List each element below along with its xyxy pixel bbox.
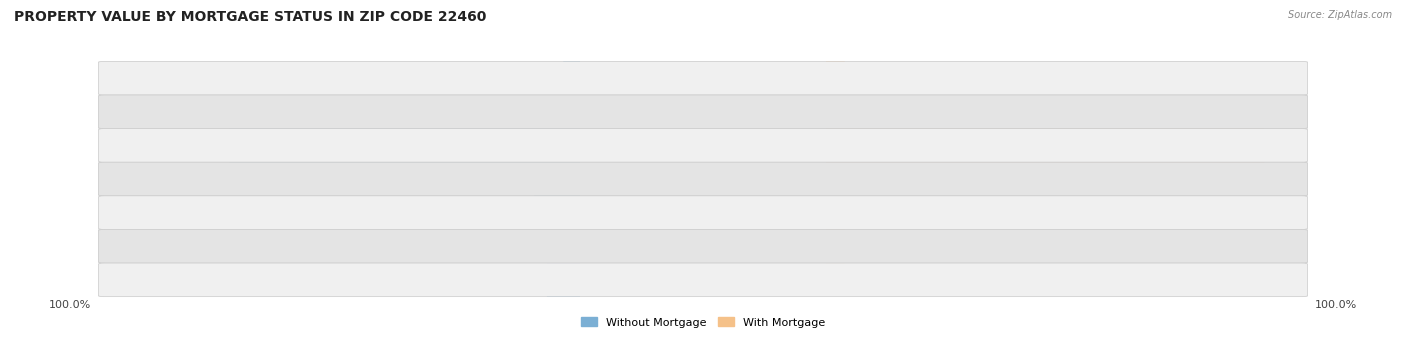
- Text: 0.0%: 0.0%: [834, 174, 862, 184]
- Text: $100,000 to $299,999: $100,000 to $299,999: [654, 139, 752, 152]
- FancyBboxPatch shape: [98, 61, 1308, 95]
- FancyBboxPatch shape: [825, 95, 1308, 129]
- Text: 100.0%: 100.0%: [1315, 300, 1357, 310]
- FancyBboxPatch shape: [825, 61, 1308, 95]
- FancyBboxPatch shape: [229, 109, 583, 181]
- Text: 8.7%: 8.7%: [515, 174, 546, 184]
- FancyBboxPatch shape: [823, 210, 845, 282]
- Text: Less than $50,000: Less than $50,000: [655, 73, 751, 83]
- FancyBboxPatch shape: [524, 76, 583, 148]
- Text: $1,000,000 or more: $1,000,000 or more: [651, 275, 755, 285]
- FancyBboxPatch shape: [98, 196, 1308, 229]
- Text: 100.0%: 100.0%: [49, 300, 91, 310]
- FancyBboxPatch shape: [98, 95, 1308, 129]
- Text: 0.0%: 0.0%: [834, 275, 862, 285]
- Text: 0.0%: 0.0%: [572, 241, 600, 251]
- FancyBboxPatch shape: [98, 162, 1308, 196]
- FancyBboxPatch shape: [579, 129, 825, 162]
- FancyBboxPatch shape: [98, 263, 1308, 297]
- FancyBboxPatch shape: [823, 109, 1264, 181]
- FancyBboxPatch shape: [579, 263, 825, 297]
- FancyBboxPatch shape: [98, 61, 579, 95]
- FancyBboxPatch shape: [823, 76, 848, 148]
- FancyBboxPatch shape: [825, 263, 1308, 297]
- Text: 3.1%: 3.1%: [848, 241, 876, 251]
- FancyBboxPatch shape: [98, 162, 579, 196]
- Text: 2.7%: 2.7%: [560, 73, 588, 83]
- FancyBboxPatch shape: [98, 229, 1308, 263]
- FancyBboxPatch shape: [825, 162, 1308, 196]
- Text: $50,000 to $99,999: $50,000 to $99,999: [659, 105, 747, 118]
- FancyBboxPatch shape: [98, 129, 579, 162]
- FancyBboxPatch shape: [564, 42, 583, 114]
- Text: 10.6%: 10.6%: [498, 107, 536, 117]
- FancyBboxPatch shape: [579, 196, 825, 229]
- Text: 0.0%: 0.0%: [572, 208, 600, 218]
- Legend: Without Mortgage, With Mortgage: Without Mortgage, With Mortgage: [576, 313, 830, 332]
- Text: 3.6%: 3.6%: [851, 107, 879, 117]
- Text: Source: ZipAtlas.com: Source: ZipAtlas.com: [1288, 10, 1392, 20]
- FancyBboxPatch shape: [98, 129, 1308, 162]
- Text: $300,000 to $499,999: $300,000 to $499,999: [654, 173, 752, 186]
- FancyBboxPatch shape: [825, 229, 1308, 263]
- FancyBboxPatch shape: [825, 129, 1308, 162]
- FancyBboxPatch shape: [98, 196, 579, 229]
- Text: 0.0%: 0.0%: [834, 208, 862, 218]
- FancyBboxPatch shape: [579, 229, 825, 263]
- FancyBboxPatch shape: [534, 143, 583, 215]
- FancyBboxPatch shape: [98, 229, 579, 263]
- FancyBboxPatch shape: [579, 162, 825, 196]
- FancyBboxPatch shape: [98, 95, 579, 129]
- FancyBboxPatch shape: [547, 244, 583, 316]
- FancyBboxPatch shape: [823, 42, 845, 114]
- Text: $500,000 to $749,999: $500,000 to $749,999: [654, 206, 752, 219]
- Text: PROPERTY VALUE BY MORTGAGE STATUS IN ZIP CODE 22460: PROPERTY VALUE BY MORTGAGE STATUS IN ZIP…: [14, 10, 486, 24]
- Text: 6.1%: 6.1%: [527, 275, 558, 285]
- FancyBboxPatch shape: [579, 61, 825, 95]
- FancyBboxPatch shape: [825, 196, 1308, 229]
- Text: 90.2%: 90.2%: [1215, 140, 1253, 150]
- FancyBboxPatch shape: [98, 263, 579, 297]
- Text: 3.1%: 3.1%: [848, 73, 876, 83]
- FancyBboxPatch shape: [579, 95, 825, 129]
- Text: $750,000 to $999,999: $750,000 to $999,999: [654, 240, 752, 253]
- Text: 72.0%: 72.0%: [202, 140, 240, 150]
